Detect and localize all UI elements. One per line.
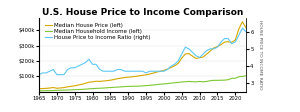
Median Household Income (left) xyxy=(187,81,191,82)
Median House Price (left) xyxy=(44,88,48,89)
House Price to Income Ratio (right) xyxy=(241,28,244,29)
House Price to Income Ratio (right) xyxy=(58,74,62,75)
Median Household Income (left) xyxy=(69,89,73,90)
Median Household Income (left) xyxy=(44,90,48,91)
Median House Price (left) xyxy=(58,87,62,89)
House Price to Income Ratio (right) xyxy=(37,74,41,75)
Median Household Income (left) xyxy=(144,85,148,86)
Legend: Median House Price (left), Median Household Income (left), House Price to Income: Median House Price (left), Median Househ… xyxy=(44,22,151,41)
House Price to Income Ratio (right) xyxy=(44,72,48,74)
House Price to Income Ratio (right) xyxy=(69,67,73,68)
Median Household Income (left) xyxy=(58,90,62,91)
Median House Price (left) xyxy=(244,27,248,28)
Median House Price (left) xyxy=(241,21,244,23)
House Price to Income Ratio (right) xyxy=(187,48,191,50)
Median Household Income (left) xyxy=(244,75,248,76)
Median House Price (left) xyxy=(91,81,94,83)
Line: Median Household Income (left): Median Household Income (left) xyxy=(39,76,246,91)
Y-axis label: HOUSE PRICE TO INCOME RATIO: HOUSE PRICE TO INCOME RATIO xyxy=(258,20,262,90)
Median Household Income (left) xyxy=(91,88,94,89)
Median House Price (left) xyxy=(69,86,73,87)
Median House Price (left) xyxy=(37,88,41,89)
Title: U.S. House Price to Income Comparison: U.S. House Price to Income Comparison xyxy=(42,8,243,17)
Median House Price (left) xyxy=(187,53,191,54)
Median Household Income (left) xyxy=(37,90,41,92)
House Price to Income Ratio (right) xyxy=(91,64,94,65)
House Price to Income Ratio (right) xyxy=(144,72,148,74)
Line: Median House Price (left): Median House Price (left) xyxy=(39,22,246,89)
House Price to Income Ratio (right) xyxy=(244,31,248,32)
Line: House Price to Income Ratio (right): House Price to Income Ratio (right) xyxy=(39,28,246,75)
Median House Price (left) xyxy=(144,74,148,75)
